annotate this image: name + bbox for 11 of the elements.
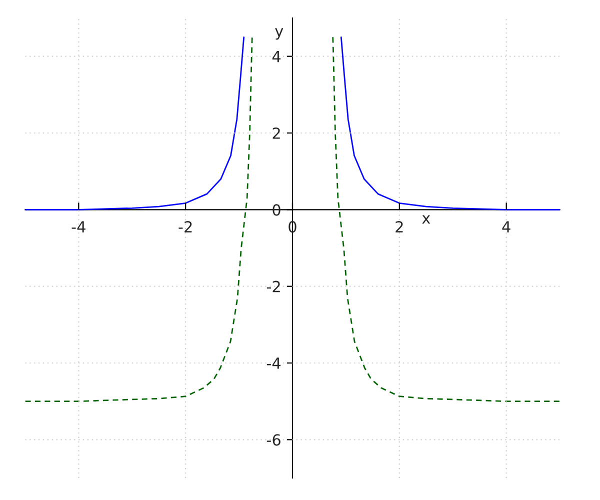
x-tick-label: -4 — [72, 221, 86, 232]
y-tick-label: -4 — [266, 358, 281, 369]
y-axis-title: y — [275, 28, 284, 40]
x-tick-label: -2 — [178, 221, 192, 232]
y-tick-label: 4 — [272, 51, 281, 62]
y-tick-label: 2 — [272, 127, 280, 139]
x-tick-label: 4 — [502, 221, 510, 232]
y-tick-label: -6 — [266, 434, 280, 446]
x-axis-title: x — [422, 215, 430, 224]
y-tick-label: -2 — [266, 280, 280, 292]
x-tick-label: 2 — [396, 221, 403, 232]
